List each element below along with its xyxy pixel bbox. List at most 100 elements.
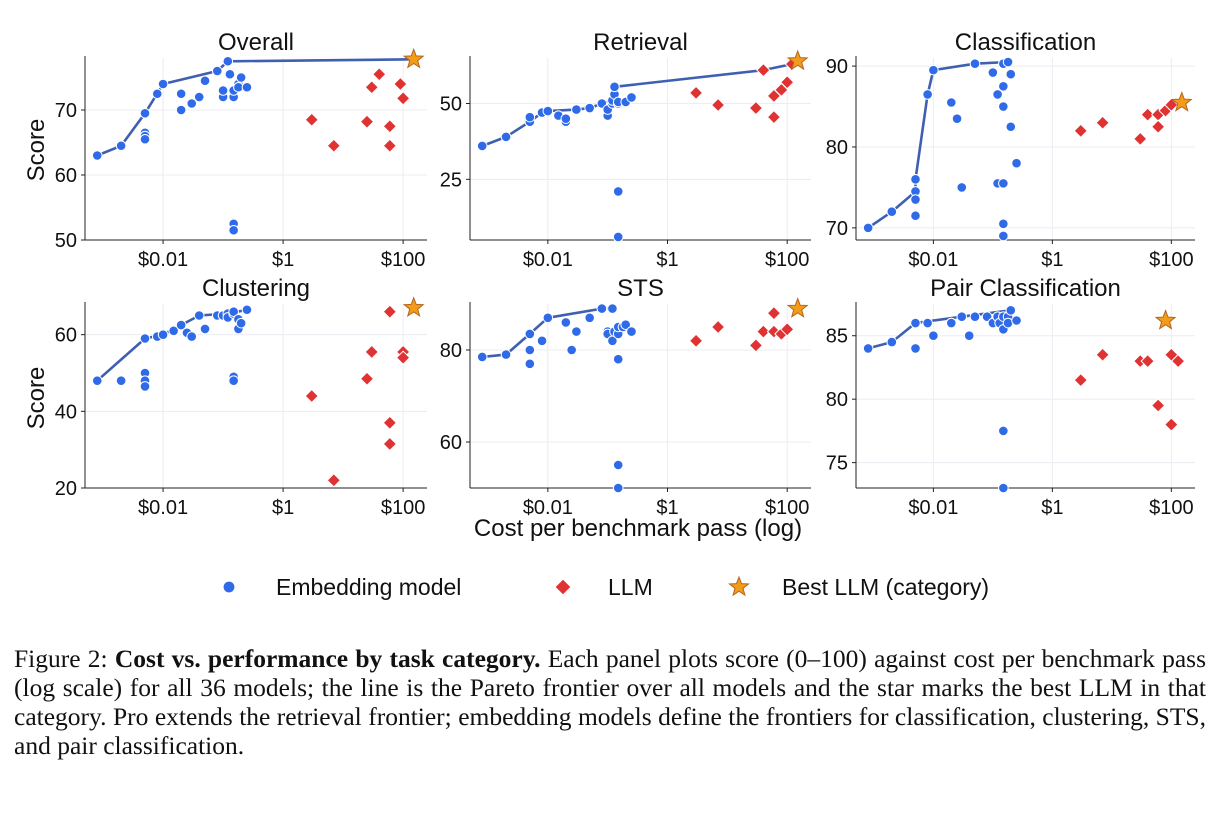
embedding-point: [963, 330, 975, 342]
llm-point: [382, 436, 398, 452]
embedding-point: [228, 224, 239, 236]
embedding-point: [235, 317, 247, 329]
embedding-point: [910, 210, 921, 222]
embedding-point: [951, 113, 963, 124]
y-tick-label: 40: [55, 401, 77, 423]
embedding-point: [584, 102, 595, 114]
y-tick-label: 20: [55, 478, 77, 500]
embedding-point: [560, 113, 572, 124]
y-axis-label-bottom: Score: [23, 367, 50, 430]
llm-point: [710, 97, 726, 113]
panel-title: Retrieval: [593, 29, 688, 56]
embedding-point: [199, 75, 211, 87]
y-tick-label: 70: [55, 100, 77, 122]
embedding-point: [596, 303, 608, 314]
llm-point: [395, 91, 411, 106]
embedding-point: [910, 174, 921, 185]
embedding-point: [1005, 305, 1017, 316]
caption-text: Each panel plots score (0–100) against c…: [14, 644, 1207, 760]
llm-point: [395, 350, 411, 365]
llm-point: [1164, 417, 1179, 432]
embedding-point: [217, 85, 229, 96]
llm-point: [382, 119, 398, 134]
embedding-point: [612, 186, 624, 197]
figure-panels: Overall 50 60 70 $0.01 $1 $100 Retrieval 25 50 $0.…: [23, 29, 1195, 600]
embedding-point: [862, 222, 874, 234]
embedding-point: [910, 194, 921, 205]
embedding-point: [157, 329, 169, 340]
llm-point: [748, 338, 764, 353]
llm-point: [326, 138, 342, 153]
y-tick-label: 50: [55, 230, 77, 252]
x-tick-label: $1: [1041, 249, 1063, 271]
llm-point: [688, 333, 704, 349]
embedding-point: [886, 206, 898, 217]
llm-point: [766, 305, 782, 321]
x-tick-label: $1: [272, 497, 294, 519]
embedding-point: [241, 304, 253, 316]
embedding-point: [910, 317, 921, 329]
embedding-point: [500, 131, 512, 143]
llm-point: [710, 319, 726, 335]
embedding-point: [945, 317, 957, 329]
y-tick-label: 50: [440, 94, 462, 116]
embedding-point: [222, 55, 234, 67]
embedding-point: [193, 310, 205, 321]
embedding-point: [175, 319, 187, 331]
llm-point: [359, 114, 375, 129]
embedding-point: [969, 58, 981, 69]
embedding-point: [91, 150, 103, 161]
llm-point: [359, 371, 375, 386]
x-tick-label: $0.01: [138, 249, 188, 271]
llm-point: [382, 138, 398, 153]
embedding-point: [612, 482, 624, 494]
embedding-point: [228, 375, 239, 386]
embedding-point: [612, 353, 624, 365]
x-axis-label: Cost per benchmark pass (log): [474, 515, 802, 542]
embedding-point: [115, 375, 127, 386]
panel-title: STS: [617, 275, 664, 302]
llm-point: [748, 100, 764, 116]
legend-best-marker: [728, 575, 750, 597]
embedding-point: [928, 330, 939, 342]
embedding-point: [151, 88, 163, 100]
embedding-point: [992, 89, 1003, 100]
embedding-point: [998, 482, 1009, 494]
panel-clustering: Clustering 20 40 60 $0.01 $1 $100: [55, 275, 427, 519]
embedding-point: [524, 111, 536, 123]
embedding-point: [175, 104, 187, 116]
embedding-point: [157, 78, 169, 90]
embedding-point: [139, 333, 151, 344]
llm-point: [766, 324, 782, 339]
panel-overall: Overall 50 60 70 $0.01 $1 $100: [55, 29, 427, 271]
embedding-point: [139, 133, 151, 145]
embedding-point: [224, 68, 236, 80]
embedding-point: [928, 64, 939, 76]
legend-embedding-marker: [222, 580, 236, 594]
embedding-point: [945, 97, 957, 108]
embedding-point: [626, 92, 637, 103]
llm-point: [393, 76, 408, 92]
embedding-point: [1002, 56, 1014, 68]
embedding-point: [524, 328, 536, 340]
embedding-point: [922, 317, 933, 329]
embedding-point: [199, 323, 211, 335]
llm-point: [1140, 107, 1155, 122]
embedding-point: [620, 319, 631, 331]
embedding-point: [584, 312, 595, 324]
panel-title: Pair Classification: [930, 275, 1121, 302]
llm-point: [364, 80, 379, 95]
x-tick-label: $0.01: [908, 497, 958, 519]
embedding-point: [115, 140, 127, 152]
caption-label: Figure 2:: [14, 644, 108, 673]
embedding-point: [500, 349, 512, 360]
llm-point: [1133, 131, 1148, 147]
y-axis-label-top: Score: [23, 119, 50, 182]
embedding-point: [1005, 121, 1017, 133]
embedding-point: [542, 105, 554, 117]
legend-embedding-label: Embedding model: [276, 574, 461, 600]
panel-retrieval: Retrieval 25 50 $0.01 $1 $100: [440, 29, 811, 271]
llm-point: [688, 85, 704, 101]
embedding-point: [910, 343, 921, 354]
x-tick-label: $0.01: [523, 497, 573, 519]
